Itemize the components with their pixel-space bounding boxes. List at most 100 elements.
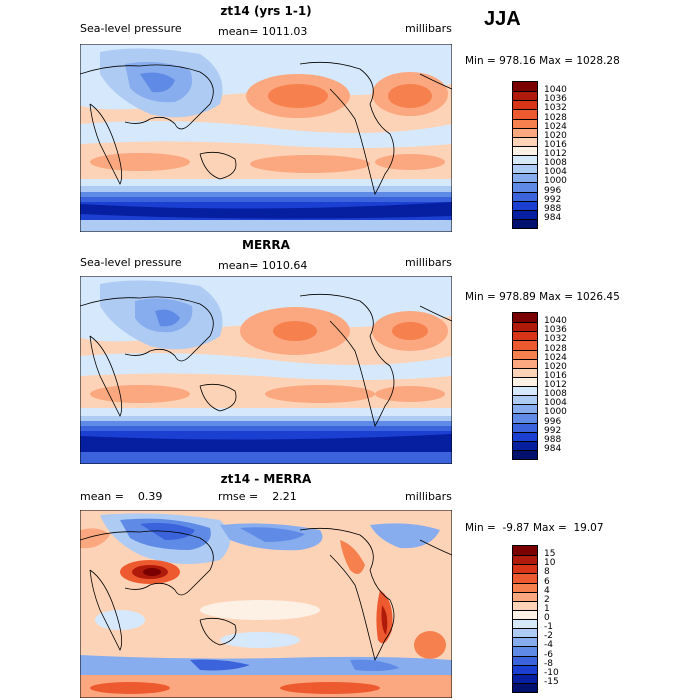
colorbar-tick-label: 1016 — [544, 370, 567, 381]
colorbar-swatch — [513, 91, 537, 101]
colorbar-swatch — [513, 582, 537, 592]
colorbar-swatch — [513, 209, 537, 219]
colorbar-tick-label: 984 — [544, 443, 562, 454]
colorbar-swatch — [513, 127, 537, 137]
colorbar-swatch — [513, 555, 537, 565]
panel-1-minmax: Min = 978.16 Max = 1028.28 — [465, 55, 620, 67]
panel-3-right-label: millibars — [405, 490, 452, 503]
colorbar-swatch — [513, 358, 537, 368]
panel-3-title: zt14 - MERRA — [220, 472, 312, 486]
colorbar-tick-label: 1028 — [544, 112, 567, 123]
colorbar-tick-label: 1024 — [544, 352, 567, 363]
colorbar-swatch — [513, 82, 537, 92]
season-label: JJA — [484, 8, 521, 30]
colorbar-swatch — [513, 600, 537, 610]
colorbar-tick-label: 1012 — [544, 380, 567, 390]
colorbar-tick-label: 1040 — [544, 316, 567, 327]
colorbar-swatch — [513, 673, 537, 683]
panel-2-center-label: mean= 1010.64 — [218, 259, 308, 272]
colorbar-tick-label: 1008 — [544, 158, 567, 169]
colorbar-swatch — [513, 164, 537, 174]
colorbar-tick-label: 8 — [544, 567, 550, 578]
colorbar-tick-label: 1028 — [544, 343, 567, 354]
colorbar-swatch — [513, 591, 537, 601]
colorbar-swatch — [513, 609, 537, 619]
panel-3-colorbar-labels: 15 10 8 6 4 2 1 0 -1 -2 -4 -6 -8 -10 -15 — [544, 545, 594, 691]
colorbar-tick-label: 1008 — [544, 389, 567, 400]
panel-2-title: MERRA — [242, 238, 290, 252]
colorbar-tick-label: -8 — [544, 658, 553, 669]
colorbar-tick-label: 988 — [544, 203, 562, 214]
colorbar-swatch — [513, 664, 537, 674]
colorbar-swatch — [513, 404, 537, 414]
colorbar-tick-label: 1040 — [544, 85, 567, 96]
colorbar-swatch — [513, 322, 537, 332]
colorbar-swatch — [513, 628, 537, 638]
colorbar-swatch — [513, 646, 537, 656]
colorbar-swatch — [513, 200, 537, 210]
colorbar-tick-label: 1032 — [544, 334, 567, 345]
colorbar-tick-label: 1004 — [544, 167, 567, 178]
colorbar-swatch — [513, 118, 537, 128]
colorbar-tick-label: 1000 — [544, 176, 567, 187]
colorbar-swatch — [513, 191, 537, 201]
colorbar-swatch — [513, 376, 537, 386]
colorbar-tick-label: 992 — [544, 425, 562, 436]
panel-1-center-label: mean= 1011.03 — [218, 25, 308, 38]
colorbar-swatch — [513, 145, 537, 155]
colorbar-tick-label: 1036 — [544, 325, 567, 336]
colorbar-swatch — [513, 340, 537, 350]
colorbar-tick-label: 996 — [544, 185, 562, 196]
colorbar-swatch — [513, 136, 537, 146]
colorbar-swatch — [513, 182, 537, 192]
colorbar-tick-label: 1036 — [544, 94, 567, 105]
panel-1-left-label: Sea-level pressure — [80, 22, 182, 35]
colorbar-swatch — [513, 218, 537, 228]
colorbar-tick-label: 1032 — [544, 103, 567, 114]
colorbar-tick-label: 992 — [544, 194, 562, 205]
colorbar-swatch — [513, 546, 537, 556]
panel-1-title: zt14 (yrs 1-1) — [220, 4, 312, 18]
colorbar-tick-label: -10 — [544, 667, 559, 678]
colorbar-swatch — [513, 655, 537, 665]
colorbar-tick-label: -1 — [544, 622, 553, 633]
panel-3-left-label: mean = 0.39 — [80, 490, 163, 503]
panel-2-right-label: millibars — [405, 256, 452, 269]
panel-1-colorbar — [512, 81, 538, 229]
colorbar-tick-label: 996 — [544, 416, 562, 427]
colorbar-tick-label: 1016 — [544, 139, 567, 150]
panel-2-colorbar — [512, 312, 538, 460]
colorbar-swatch — [513, 395, 537, 405]
panel-2-colorbar-labels: 1040 1036 1032 1028 1024 1020 1016 1012 1008 1004… — [544, 312, 594, 458]
colorbar-swatch — [513, 331, 537, 341]
colorbar-swatch — [513, 637, 537, 647]
panel-3-center-label: rmse = 2.21 — [218, 490, 297, 503]
colorbar-swatch — [513, 440, 537, 450]
panel-3-colorbar — [512, 545, 538, 693]
colorbar-tick-label: 1024 — [544, 121, 567, 132]
colorbar-swatch — [513, 564, 537, 574]
colorbar-tick-label: 0 — [544, 613, 550, 623]
colorbar-swatch — [513, 173, 537, 183]
colorbar-tick-label: 1 — [544, 603, 550, 614]
colorbar-swatch — [513, 349, 537, 359]
colorbar-tick-label: 1020 — [544, 361, 567, 372]
colorbar-tick-label: 1004 — [544, 398, 567, 409]
colorbar-tick-label: 1012 — [544, 149, 567, 159]
panel-1-right-label: millibars — [405, 22, 452, 35]
colorbar-swatch — [513, 422, 537, 432]
colorbar-swatch — [513, 386, 537, 396]
colorbar-swatch — [513, 155, 537, 165]
colorbar-swatch — [513, 313, 537, 323]
colorbar-swatch — [513, 413, 537, 423]
panel-1-colorbar-labels: 1040 1036 1032 1028 1024 1020 1016 1012 1008 1004… — [544, 81, 594, 227]
colorbar-swatch — [513, 367, 537, 377]
colorbar-tick-label: 4 — [544, 585, 550, 596]
colorbar-tick-label: 2 — [544, 594, 550, 605]
colorbar-swatch — [513, 100, 537, 110]
panel-3-map — [80, 510, 452, 698]
colorbar-tick-label: 1020 — [544, 130, 567, 141]
colorbar-tick-label: -15 — [544, 676, 559, 687]
colorbar-tick-label: 1000 — [544, 407, 567, 418]
colorbar-tick-label: 6 — [544, 576, 550, 587]
